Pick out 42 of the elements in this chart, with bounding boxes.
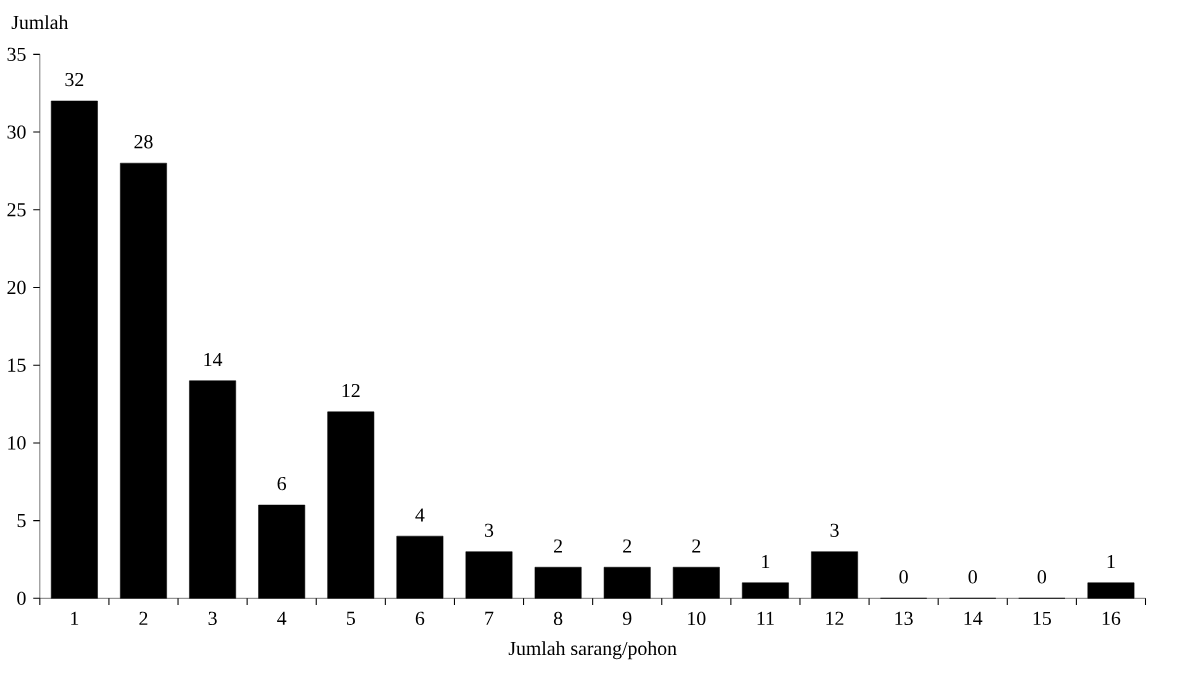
x-tick-label: 11 [757, 611, 774, 625]
y-tick-label: 15 [8, 358, 26, 372]
x-tick-label: 9 [622, 611, 632, 625]
x-tick-label: 13 [895, 611, 913, 625]
data-label: 3 [830, 523, 839, 537]
data-label: 12 [342, 383, 360, 397]
x-tick-label: 10 [688, 611, 706, 625]
y-tick-label: 0 [17, 591, 26, 605]
data-label: 1 [1107, 554, 1115, 568]
x-tick-label: 4 [277, 611, 287, 625]
x-tick-label: 5 [347, 611, 355, 625]
x-tick-label: 15 [1033, 611, 1051, 625]
data-label: 2 [692, 539, 701, 553]
data-label: 2 [623, 539, 632, 553]
y-tick-label: 30 [7, 125, 26, 139]
x-tick-label: 1 [71, 611, 79, 625]
data-label: 6 [277, 476, 287, 491]
x-axis-title: Jumlah sarang/pohon [508, 641, 677, 660]
x-tick-label: 8 [553, 611, 563, 625]
data-label: 0 [899, 570, 908, 584]
y-tick-label: 35 [7, 47, 26, 61]
data-label: 0 [1037, 570, 1047, 584]
data-label: 32 [65, 72, 84, 87]
x-tick-label: 2 [139, 611, 148, 625]
data-label: 2 [554, 539, 562, 553]
data-label: 3 [485, 523, 494, 537]
x-tick-label: 3 [208, 611, 217, 625]
data-label: 14 [204, 352, 223, 366]
data-label: 0 [968, 570, 977, 584]
y-tick-label: 5 [17, 513, 26, 528]
y-axis-title: Jumlah [11, 15, 69, 29]
data-label: 4 [415, 508, 425, 522]
x-tick-label: 6 [415, 611, 425, 625]
data-label: 1 [762, 554, 770, 568]
x-tick-label: 16 [1102, 611, 1121, 625]
y-tick-label: 25 [7, 203, 26, 217]
x-tick-label: 7 [485, 611, 494, 625]
y-tick-label: 20 [7, 280, 26, 295]
x-tick-label: 12 [826, 611, 844, 625]
data-label: 28 [134, 134, 153, 149]
x-tick-label: 14 [964, 611, 983, 625]
y-tick-label: 10 [8, 436, 26, 450]
